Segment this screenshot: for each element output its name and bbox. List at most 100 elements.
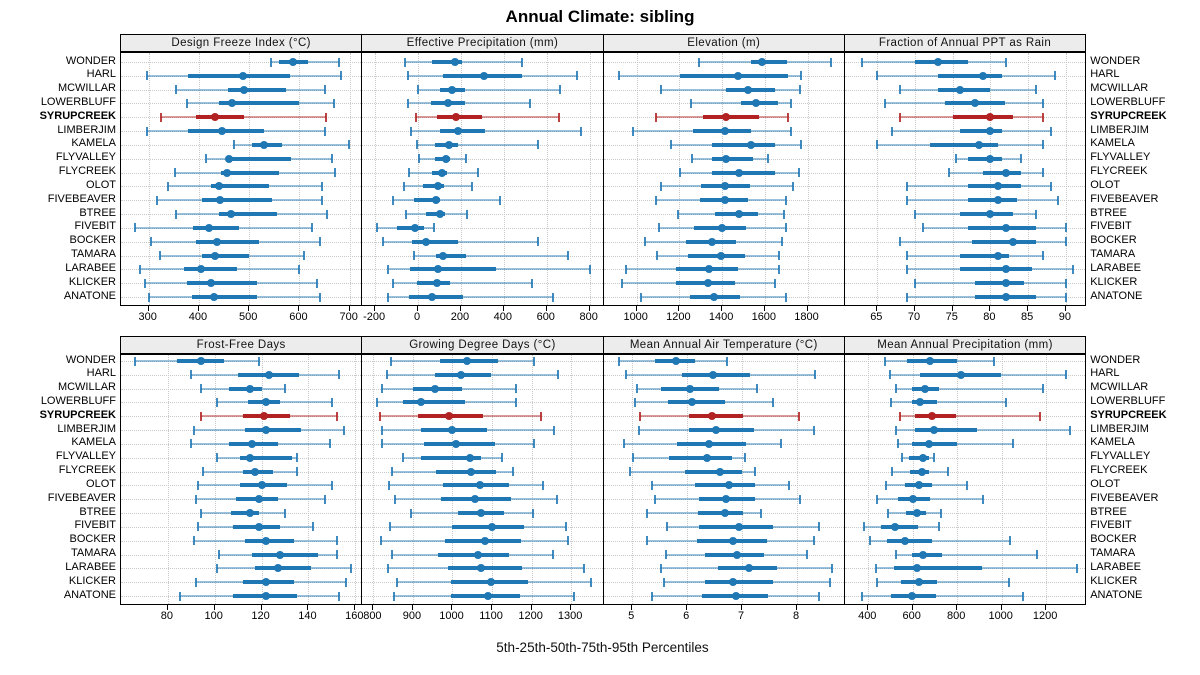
row-guide-line [362,297,603,298]
x-gridline [797,355,799,604]
whisker-cap [1042,98,1045,108]
whisker-cap [659,181,662,191]
row-guide-line [121,471,362,473]
whisker-cap [830,57,833,67]
whisker-cap [798,85,801,95]
median-dot [471,495,480,504]
whisker-cap [333,168,336,178]
axis-tick [806,306,808,311]
axis-tick-label: 70 [907,311,921,323]
axis-tick-label: 100 [204,610,223,622]
panel-strip-fraction-of-annual-ppt-as-rain: Fraction of Annual PPT as Rain [843,33,1087,52]
site-label-right-tamara: TAMARA [1090,547,1136,560]
panel-strip-mean-annual-air-temperature-c: Mean Annual Air Temperature (°C) [602,335,845,354]
site-label-left-fivebeaver: FIVEBEAVER [47,192,116,205]
site-label-right-btree: BTREE [1090,206,1127,219]
whisker-5-95 [690,102,792,105]
whisker-cap [894,425,897,435]
site-label-right-anatone: ANATONE [1090,289,1143,302]
median-dot [411,223,420,232]
whisker-5-95 [392,282,532,285]
whisker-cap [283,508,286,518]
whisker-cap [1039,411,1042,421]
whisker-cap [318,292,321,302]
panel-strip-mean-annual-precipitation-mm: Mean Annual Precipitation (mm) [843,335,1087,354]
axis-tick [570,605,572,610]
median-dot [909,495,918,504]
whisker-cap [860,591,863,601]
whisker-5-95 [890,401,1007,404]
site-label-left-wonder: WONDER [65,353,116,366]
median-dot [986,210,995,219]
whisker-cap [376,223,379,233]
whisker-cap [1012,439,1015,449]
whisker-cap [889,397,892,407]
axis-tick-label: 1100 [479,610,503,622]
whisker-cap [1019,154,1022,164]
whisker-cap [955,154,958,164]
whisker-cap [321,195,324,205]
median-dot [918,467,927,476]
axis-tick [374,306,376,311]
x-gridline [214,355,216,604]
whisker-cap [906,264,909,274]
axis-tick [260,605,262,610]
whisker-cap [625,264,627,274]
whisker-25-75 [702,115,760,120]
whisker-cap [1064,292,1067,302]
median-dot [735,168,744,177]
median-dot [929,426,938,435]
whisker-25-75 [219,101,299,106]
whisker-cap [216,453,219,463]
whisker-25-75 [439,129,486,134]
whisker-cap [785,292,788,302]
whisker-cap [520,57,523,67]
whisker-cap [148,292,151,302]
median-dot [466,453,475,462]
median-dot [747,140,756,149]
median-dot [751,99,760,108]
whisker-cap [391,195,394,205]
whisker-cap [324,112,327,122]
row-guide-line [362,144,603,146]
row-guide-line [362,172,603,174]
panel-strip-label: Mean Annual Air Temperature (°C) [629,338,818,351]
median-dot [928,412,937,421]
axis-tick [491,605,493,610]
whisker-cap [295,453,298,463]
whisker-cap [1042,384,1045,394]
whisker-cap [790,126,793,136]
whisker-cap [386,370,389,380]
axis-tick [1027,306,1029,311]
panel-strip-label: Design Freeze Index (°C) [171,36,311,49]
site-label-left-anatone: ANATONE [63,588,116,601]
row-guide-line [844,485,1086,487]
axis-tick-label: 1000 [623,311,648,323]
median-dot [422,237,430,246]
row-guide-line [603,89,844,91]
whisker-25-75 [937,73,1002,78]
whisker-cap [388,522,391,532]
axis-tick-label: 300 [138,311,157,323]
whisker-cap [269,57,272,67]
percentiles-caption: 5th-25th-50th-75th-95th Percentiles [496,640,709,655]
whisker-25-75 [409,295,463,299]
whisker-cap [540,411,543,421]
whisker-25-75 [712,156,754,161]
median-dot [891,522,900,531]
whisker-cap [199,411,202,421]
whisker-cap [1022,591,1025,601]
row-guide-line [603,361,844,362]
whisker-5-95 [877,581,1009,584]
whisker-25-75 [697,511,743,516]
row-guide-line [121,582,362,584]
whisker-cap [582,563,585,573]
whisker-cap [646,508,649,518]
whisker-cap [1049,181,1052,191]
whisker-cap [405,209,408,219]
axis-tick-label: 75 [945,311,958,323]
x-gridline [355,355,357,604]
whisker-cap [1065,370,1068,380]
axis-tick-label: 7 [738,610,745,622]
whisker-25-75 [403,400,465,405]
